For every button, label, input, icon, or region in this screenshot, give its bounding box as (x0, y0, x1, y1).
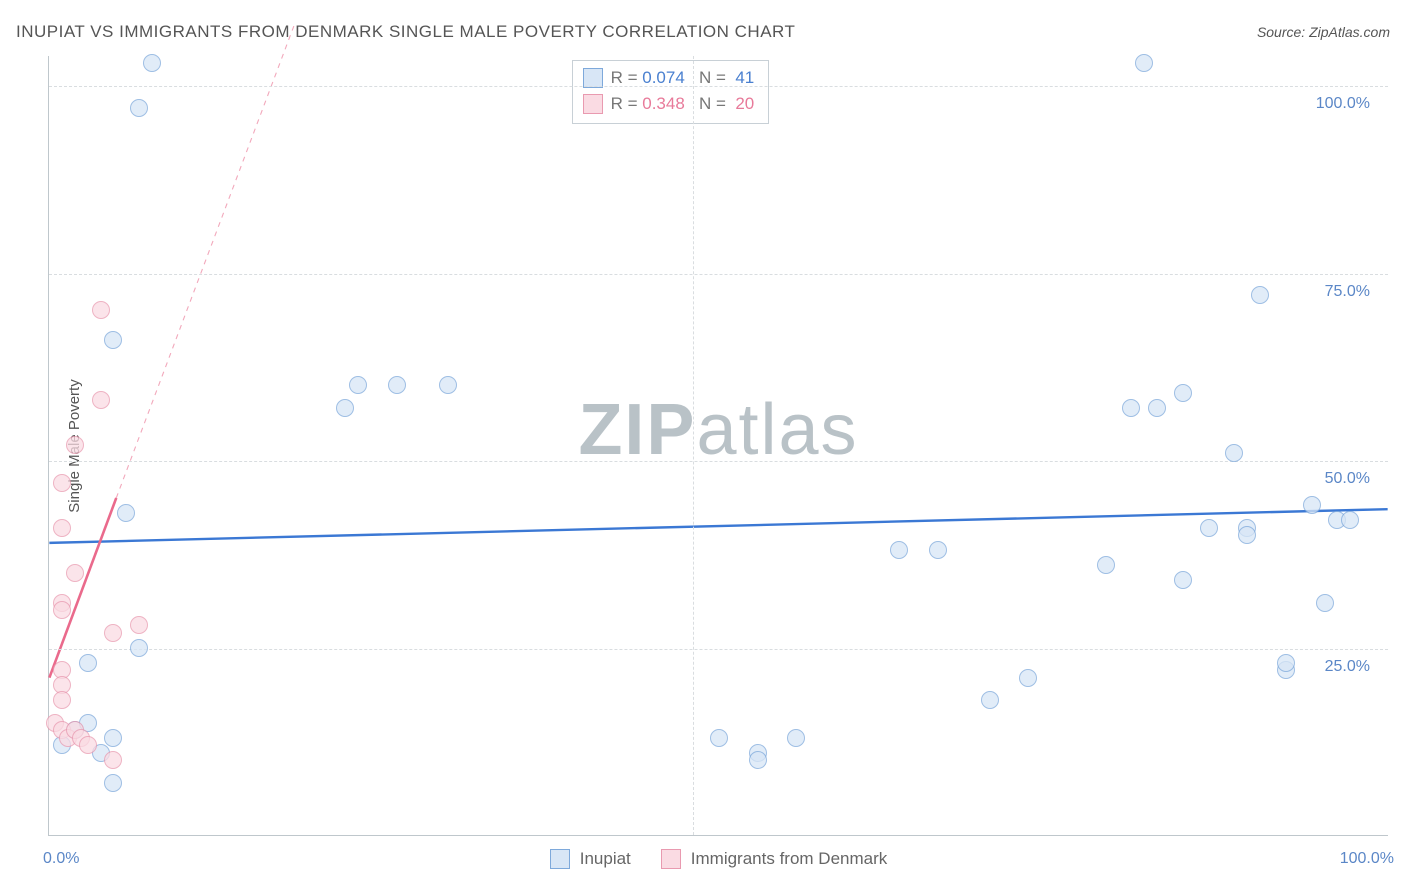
data-point (66, 436, 84, 454)
legend-label: Inupiat (580, 849, 631, 869)
correlation-legend: R = 0.074 N = 41R = 0.348 N = 20 (572, 60, 770, 124)
gridline-horizontal (49, 461, 1388, 462)
legend-stats: R = 0.348 N = 20 (611, 91, 755, 117)
x-tick-label: 100.0% (1340, 850, 1394, 868)
x-tick-label: 0.0% (43, 850, 79, 868)
data-point (1316, 594, 1334, 612)
y-tick-label: 100.0% (1316, 95, 1370, 113)
data-point (1341, 511, 1359, 529)
trend-lines-layer (49, 56, 1388, 835)
data-point (53, 691, 71, 709)
data-point (1019, 669, 1037, 687)
data-point (104, 729, 122, 747)
legend-swatch (661, 849, 681, 869)
trend-line (49, 509, 1387, 543)
data-point (749, 751, 767, 769)
data-point (1174, 571, 1192, 589)
data-point (388, 376, 406, 394)
data-point (104, 331, 122, 349)
data-point (53, 519, 71, 537)
data-point (1135, 54, 1153, 72)
legend-swatch (583, 94, 603, 114)
gridline-horizontal (49, 649, 1388, 650)
data-point (117, 504, 135, 522)
data-point (66, 564, 84, 582)
data-point (79, 736, 97, 754)
legend-swatch (583, 68, 603, 88)
data-point (53, 474, 71, 492)
data-point (929, 541, 947, 559)
data-point (439, 376, 457, 394)
chart-title: INUPIAT VS IMMIGRANTS FROM DENMARK SINGL… (16, 22, 795, 42)
data-point (1251, 286, 1269, 304)
data-point (1225, 444, 1243, 462)
data-point (710, 729, 728, 747)
scatter-plot-area: ZIPatlas R = 0.074 N = 41R = 0.348 N = 2… (48, 56, 1388, 836)
data-point (130, 639, 148, 657)
data-point (92, 301, 110, 319)
data-point (104, 774, 122, 792)
data-point (1097, 556, 1115, 574)
data-point (787, 729, 805, 747)
data-point (104, 751, 122, 769)
watermark-text: ZIPatlas (578, 389, 858, 471)
data-point (981, 691, 999, 709)
trend-line-extension (116, 26, 294, 498)
y-tick-label: 75.0% (1325, 283, 1370, 301)
legend-label: Immigrants from Denmark (691, 849, 887, 869)
data-point (143, 54, 161, 72)
data-point (1238, 526, 1256, 544)
y-tick-label: 50.0% (1325, 470, 1370, 488)
source-label: Source: ZipAtlas.com (1257, 24, 1390, 40)
data-point (92, 391, 110, 409)
legend-swatch (550, 849, 570, 869)
legend-item: Immigrants from Denmark (661, 849, 887, 869)
data-point (1148, 399, 1166, 417)
legend-row: R = 0.348 N = 20 (583, 91, 755, 117)
data-point (1174, 384, 1192, 402)
data-point (1303, 496, 1321, 514)
data-point (130, 616, 148, 634)
data-point (349, 376, 367, 394)
data-point (104, 624, 122, 642)
data-point (53, 601, 71, 619)
data-point (1122, 399, 1140, 417)
data-point (890, 541, 908, 559)
data-point (1200, 519, 1218, 537)
data-point (130, 99, 148, 117)
legend-item: Inupiat (550, 849, 631, 869)
gridline-horizontal (49, 274, 1388, 275)
data-point (1277, 654, 1295, 672)
y-tick-label: 25.0% (1325, 658, 1370, 676)
data-point (79, 654, 97, 672)
gridline-vertical (693, 56, 694, 835)
series-legend: Inupiat Immigrants from Denmark (49, 835, 1388, 869)
gridline-horizontal (49, 86, 1388, 87)
data-point (336, 399, 354, 417)
